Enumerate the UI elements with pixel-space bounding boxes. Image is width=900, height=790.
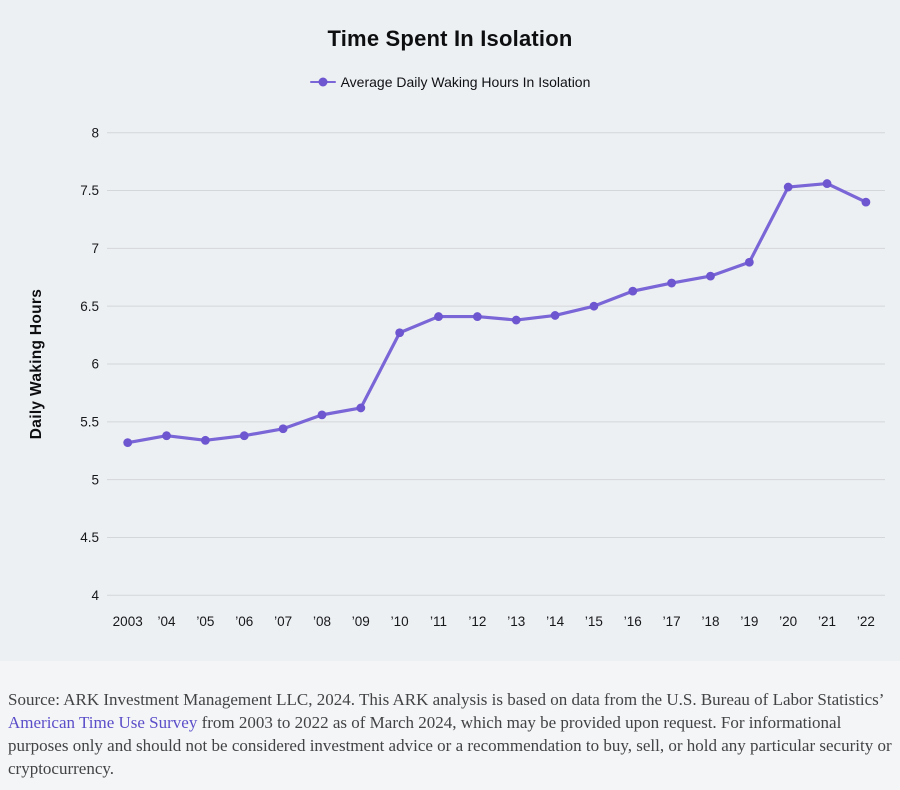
x-tick-label: ’11 <box>430 614 447 629</box>
data-point <box>589 301 599 311</box>
x-tick-label: ’05 <box>196 614 214 629</box>
data-point <box>317 410 327 420</box>
x-tick-label: ’17 <box>663 614 681 629</box>
x-tick-label: 2003 <box>113 614 143 629</box>
x-tick-label: ’14 <box>546 614 565 629</box>
x-tick-label: ’18 <box>701 614 719 629</box>
y-tick-label: 6 <box>91 357 99 372</box>
x-tick-label: ’22 <box>857 614 875 629</box>
data-point <box>162 431 171 441</box>
data-point <box>395 328 405 338</box>
x-tick-label: ’08 <box>313 614 331 629</box>
chart-legend: Average Daily Waking Hours In Isolation <box>0 74 900 90</box>
source-text-after-link: from 2003 to 2022 as of March 2024, whic… <box>8 713 892 778</box>
data-point <box>201 435 210 445</box>
data-point <box>706 271 715 281</box>
data-point <box>744 257 754 267</box>
x-tick-label: ’19 <box>740 614 758 629</box>
data-point <box>861 197 871 207</box>
y-axis-title: Daily Waking Hours <box>28 288 45 440</box>
source-disclaimer: Source: ARK Investment Management LLC, 2… <box>8 688 892 780</box>
american-time-use-survey-link[interactable]: American Time Use Survey <box>8 713 198 732</box>
y-tick-label: 5.5 <box>80 415 99 430</box>
y-tick-label: 7 <box>91 241 99 256</box>
x-tick-label: ’21 <box>818 614 836 629</box>
x-tick-label: ’15 <box>585 614 603 629</box>
y-tick-label: 4 <box>91 588 99 603</box>
data-point <box>628 286 638 296</box>
data-point <box>278 424 288 434</box>
source-text-before-link: Source: ARK Investment Management LLC, 2… <box>8 690 884 709</box>
footer: Source: ARK Investment Management LLC, 2… <box>0 661 900 790</box>
chart-title: Time Spent In Isolation <box>327 26 573 51</box>
x-tick-label: ’16 <box>624 614 642 629</box>
data-point <box>783 182 793 192</box>
x-tick-label: ’09 <box>352 614 370 629</box>
legend-line-marker-icon <box>309 77 336 87</box>
x-tick-label: ’12 <box>468 614 486 629</box>
line-chart: 8 7.5 7 6.5 6 5.5 5 4.5 4 2003 ’04 ’05 ’06 ’07 ’08 ’09 ’… <box>80 125 885 629</box>
legend-label: Average Daily Waking Hours In Isolation <box>340 74 591 90</box>
y-tick-label: 7.5 <box>80 183 99 198</box>
data-point <box>511 315 521 325</box>
y-tick-label: 4.5 <box>80 530 99 545</box>
data-point <box>123 438 133 448</box>
data-point <box>356 403 366 413</box>
x-tick-label: ’06 <box>235 614 253 629</box>
y-tick-label: 5 <box>91 472 99 487</box>
y-tick-label: 8 <box>91 125 99 140</box>
x-tick-label: ’10 <box>391 614 409 629</box>
data-point <box>434 312 443 321</box>
data-point <box>550 311 560 320</box>
data-point <box>239 431 249 441</box>
series-line <box>126 181 868 445</box>
y-tick-label: 6.5 <box>80 299 99 314</box>
data-point <box>472 312 482 321</box>
x-tick-label: ’07 <box>274 614 292 629</box>
x-tick-label: ’04 <box>158 614 177 629</box>
x-tick-label: ’13 <box>507 614 525 629</box>
chart-panel: 8 7.5 7 6.5 6 5.5 5 4.5 4 2003 ’04 ’05 ’06 ’07 ’08 ’09 ’… <box>0 0 900 661</box>
data-point <box>822 179 832 188</box>
data-point <box>667 278 677 288</box>
x-tick-label: ’20 <box>779 614 797 629</box>
